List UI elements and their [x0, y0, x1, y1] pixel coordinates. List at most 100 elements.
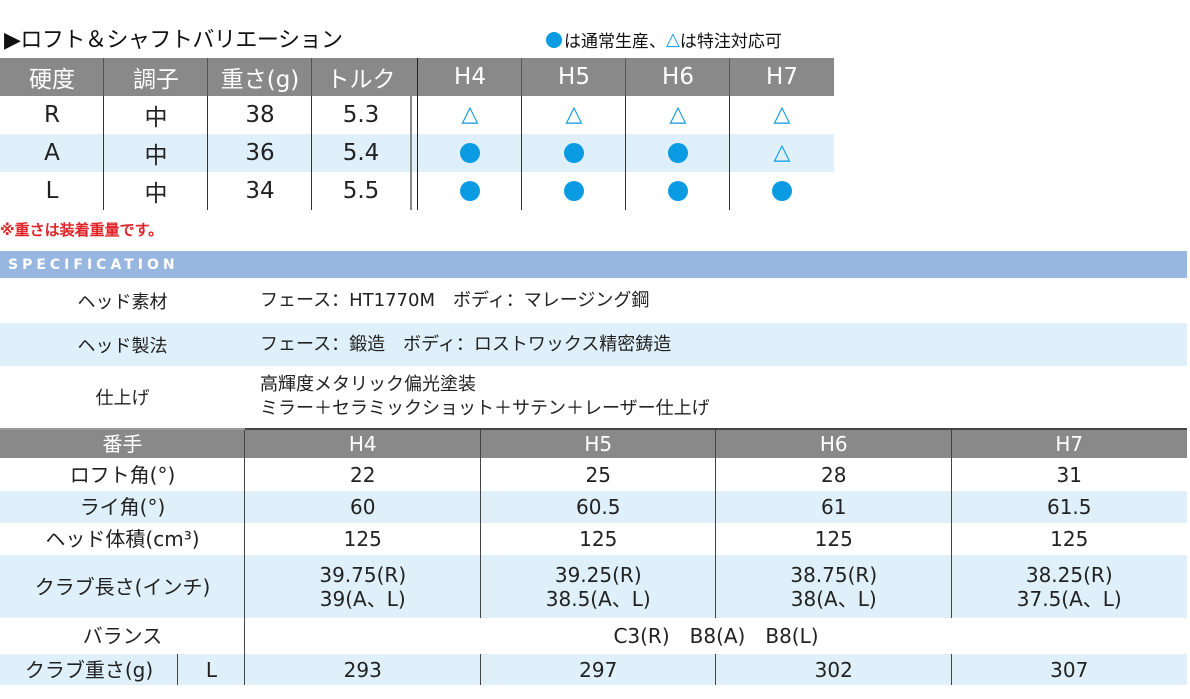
value-cell: 302 — [716, 654, 952, 685]
avail-cell — [418, 172, 522, 210]
header-h5: H5 — [481, 430, 717, 458]
standard-production-dot-icon — [564, 181, 584, 201]
standard-production-dot-icon — [564, 143, 584, 163]
spec-value-line: 高輝度メタリック偏光塗装 — [260, 374, 476, 395]
weight-cell: 38 — [208, 96, 312, 134]
length-al: 38.5(A、L) — [545, 586, 651, 611]
avail-cell — [730, 172, 834, 210]
divider — [0, 428, 245, 430]
standard-production-dot-icon — [772, 181, 792, 201]
special-order-triangle-icon: △ — [669, 102, 687, 127]
length-r: 38.75(R) — [790, 562, 878, 587]
value-cell: 307 — [1050, 657, 1089, 682]
value-cell: 61 — [716, 491, 952, 523]
availability-legend: は通常生産、 △ は特注対応可 — [546, 27, 782, 52]
standard-production-dot-icon — [668, 181, 688, 201]
row-club-weight: クラブ重さ(g) L 293 297 302 307 — [0, 654, 1187, 685]
shaft-row-l: L 中 34 5.5 — [0, 172, 834, 210]
header-torque: トルク — [326, 67, 396, 93]
header-club-number: 番手 — [0, 430, 245, 458]
avail-cell — [522, 134, 626, 172]
legend-standard-text: は通常生産、 — [564, 32, 666, 52]
value-cell: 125 — [1050, 527, 1089, 551]
shaft-row-r: R 中 38 5.3 △ △ △ △ — [0, 96, 834, 134]
row-label: ロフト角(°) — [0, 458, 245, 491]
header-kick: 調子 — [104, 58, 208, 96]
header-h7: H7 — [1055, 432, 1084, 456]
flex-cell: R — [0, 96, 104, 134]
special-order-triangle-icon: △ — [773, 102, 791, 127]
legend-special-text: は特注対応可 — [679, 32, 782, 52]
avail-cell: △ — [626, 96, 730, 134]
weight-note: ※重さは装着重量です。 — [0, 221, 164, 239]
header-h4: H4 — [418, 58, 522, 96]
row-label: クラブ長さ(インチ) — [0, 555, 245, 618]
weight-cell: 36 — [208, 134, 312, 172]
row-label: ライ角(°) — [0, 491, 245, 523]
variation-title: ▶ロフト＆シャフトバリエーション — [4, 28, 343, 53]
row-volume: ヘッド体積(cm³) 125 125 125 125 — [0, 523, 1187, 555]
spec-row-finish: 仕上げ 高輝度メタリック偏光塗装 ミラー＋セラミックショット＋サテン＋レーザー仕… — [0, 366, 1187, 428]
spec-row-head-process: ヘッド製法 フェース：鍛造 ボディ：ロストワックス精密鋳造 — [0, 323, 1187, 366]
special-order-triangle-icon: △ — [461, 102, 479, 127]
torque-cell: 5.5 — [342, 178, 380, 204]
spec-label: ヘッド製法 — [77, 335, 168, 357]
avail-cell — [626, 172, 730, 210]
avail-cell — [626, 134, 730, 172]
value-cell: 39.75(R) 39(A、L) — [245, 555, 481, 618]
row-loft: ロフト角(°) 22 25 28 31 — [0, 458, 1187, 491]
header-h4: H4 — [245, 430, 481, 458]
spec-value-line: ミラー＋セラミックショット＋サテン＋レーザー仕上げ — [260, 398, 710, 419]
row-label: ヘッド体積(cm³) — [0, 523, 245, 555]
value-cell: 60.5 — [481, 491, 717, 523]
flex-sub-label: L — [178, 654, 245, 685]
value-cell: 61.5 — [1046, 495, 1092, 519]
special-order-triangle-icon: △ — [773, 140, 791, 165]
special-order-triangle-icon: △ — [666, 29, 680, 50]
balance-value: C3(R) B8(A) B8(L) — [613, 624, 819, 648]
specification-header: SPECIFICATION — [0, 251, 1187, 278]
header-h5: H5 — [522, 58, 626, 96]
standard-production-dot-icon — [668, 143, 688, 163]
avail-cell — [522, 172, 626, 210]
header-h6: H6 — [626, 58, 730, 96]
length-r: 39.25(R) — [554, 562, 642, 587]
value-cell: 125 — [716, 523, 952, 555]
length-al: 38(A、L) — [790, 586, 877, 611]
club-table-header: 番手 H4 H5 H6 H7 — [0, 430, 1187, 458]
header-weight: 重さ(g) — [208, 58, 312, 96]
avail-cell — [418, 134, 522, 172]
header-h7: H7 — [766, 64, 798, 90]
standard-production-dot-icon — [460, 143, 480, 163]
flex-cell: L — [0, 172, 104, 210]
header-flex: 硬度 — [0, 58, 104, 96]
torque-cell: 5.4 — [342, 140, 380, 166]
standard-production-dot-icon — [460, 181, 480, 201]
avail-cell: △ — [418, 96, 522, 134]
torque-cell: 5.3 — [342, 102, 380, 128]
standard-production-dot-icon — [546, 31, 562, 48]
value-cell: 38.25(R) 37.5(A、L) — [952, 555, 1188, 618]
length-al: 39(A、L) — [319, 586, 406, 611]
length-r: 39.75(R) — [319, 562, 407, 587]
flex-cell: A — [0, 134, 104, 172]
value-cell: 28 — [716, 458, 952, 491]
value-cell: 297 — [481, 654, 717, 685]
kick-cell: 中 — [104, 96, 208, 134]
value-cell: 125 — [481, 523, 717, 555]
row-label: バランス — [0, 618, 245, 654]
row-label: クラブ重さ(g) — [0, 654, 178, 685]
header-h6: H6 — [716, 430, 952, 458]
spec-row-head-material: ヘッド素材 フェース：HT1770M ボディ：マレージング鋼 — [0, 280, 1187, 322]
spec-value: フェース：HT1770M ボディ：マレージング鋼 — [260, 290, 650, 311]
weight-cell: 34 — [208, 172, 312, 210]
row-length: クラブ長さ(インチ) 39.75(R) 39(A、L) 39.25(R) 38.… — [0, 555, 1187, 618]
spec-value: フェース：鍛造 ボディ：ロストワックス精密鋳造 — [260, 333, 672, 355]
value-cell: 125 — [245, 523, 481, 555]
length-r: 38.25(R) — [1025, 562, 1113, 587]
spec-label: 仕上げ — [95, 388, 150, 409]
length-al: 37.5(A、L) — [1016, 586, 1122, 611]
special-order-triangle-icon: △ — [565, 102, 583, 127]
row-lie: ライ角(°) 60 60.5 61 61.5 — [0, 491, 1187, 523]
divider — [245, 428, 1187, 430]
